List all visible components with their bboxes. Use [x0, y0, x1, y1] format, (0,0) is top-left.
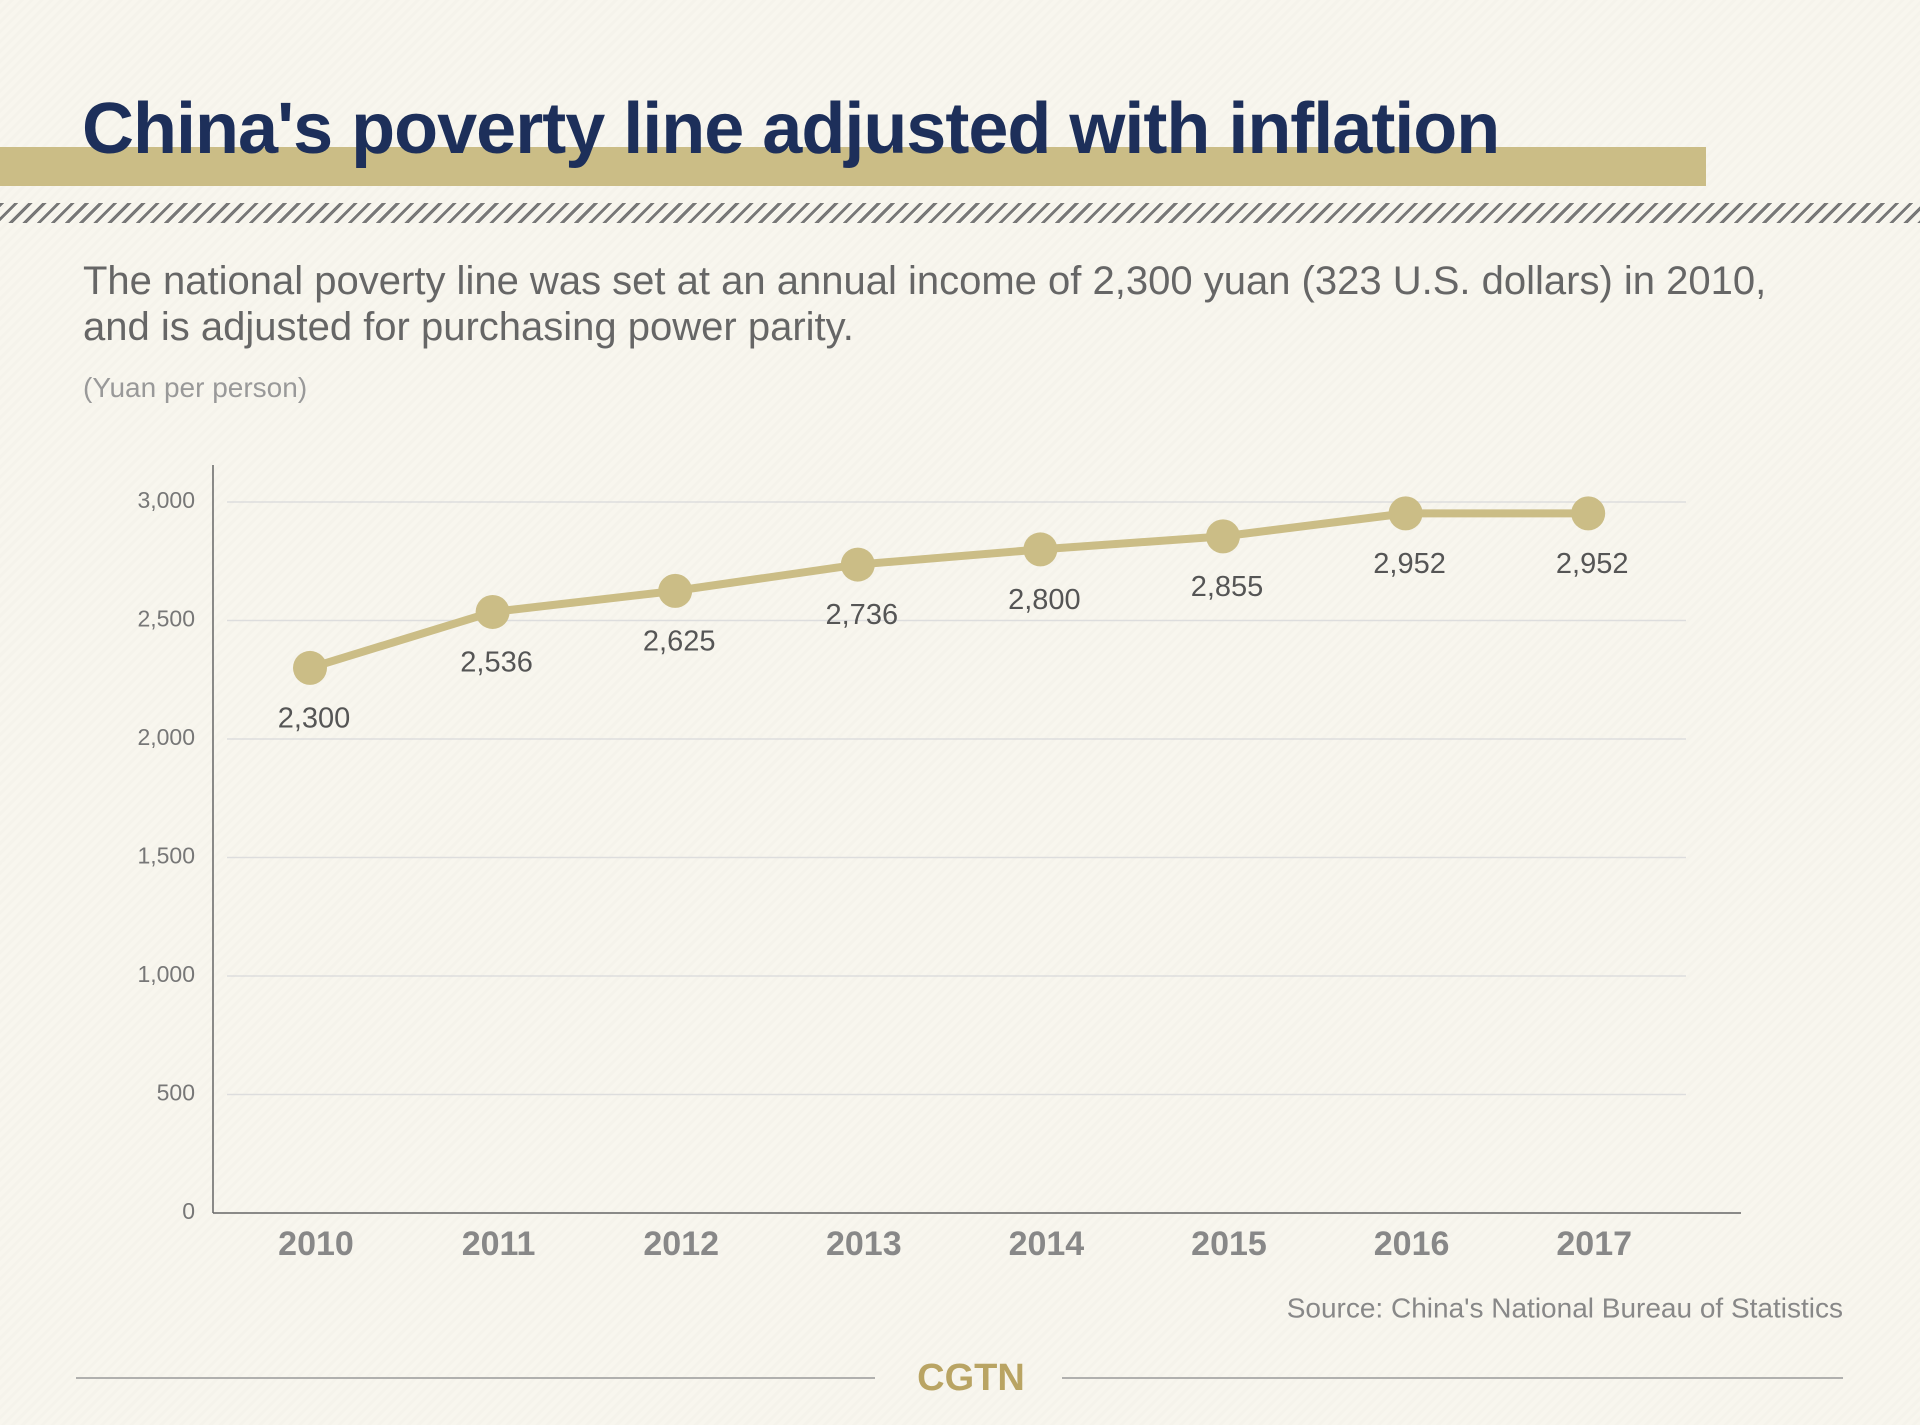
- data-point: [840, 547, 875, 582]
- x-tick-label: 2011: [462, 1225, 536, 1263]
- logo: CGTN: [917, 1357, 1025, 1399]
- data-label: 2,536: [460, 647, 533, 679]
- hatch-stripe: [0, 203, 1920, 223]
- x-tick-label: 2013: [826, 1225, 902, 1263]
- y-tick-label: 3,000: [137, 487, 195, 513]
- data-label: 2,300: [278, 703, 351, 735]
- chart-subtitle: The national poverty line was set at an …: [83, 259, 1767, 349]
- y-axis-label: (Yuan per person): [83, 372, 308, 403]
- y-tick-label: 2,500: [137, 606, 195, 632]
- chart-title: China's poverty line adjusted with infla…: [82, 89, 1500, 169]
- y-tick-label: 1,500: [137, 843, 195, 869]
- y-tick-label: 500: [157, 1080, 195, 1106]
- title-band: [0, 147, 1706, 186]
- data-point: [1388, 496, 1423, 531]
- data-label: 2,855: [1191, 571, 1264, 603]
- y-tick-label: 1,000: [137, 961, 195, 987]
- y-tick-label: 2,000: [137, 724, 195, 750]
- data-label: 2,952: [1556, 548, 1629, 580]
- source: Source: China's National Bureau of Stati…: [1287, 1292, 1843, 1323]
- data-point: [1023, 532, 1058, 567]
- data-point: [293, 650, 327, 685]
- x-tick-label: 2010: [278, 1225, 354, 1263]
- data-line: [308, 509, 1589, 672]
- x-tick-label: 2014: [1009, 1225, 1085, 1263]
- data-point: [475, 594, 510, 629]
- x-tick-label: 2017: [1556, 1225, 1632, 1263]
- data-point: [1571, 496, 1606, 531]
- data-label: 2,736: [826, 599, 899, 631]
- y-tick-label: 0: [182, 1198, 195, 1224]
- data-point: [658, 573, 693, 608]
- x-tick-label: 2015: [1191, 1225, 1267, 1263]
- x-tick-label: 2016: [1374, 1225, 1450, 1263]
- x-tick-label: 2012: [643, 1225, 719, 1263]
- data-label: 2,800: [1008, 584, 1081, 616]
- data-label: 2,952: [1373, 548, 1446, 580]
- data-label: 2,625: [643, 626, 716, 658]
- data-point: [1206, 519, 1240, 554]
